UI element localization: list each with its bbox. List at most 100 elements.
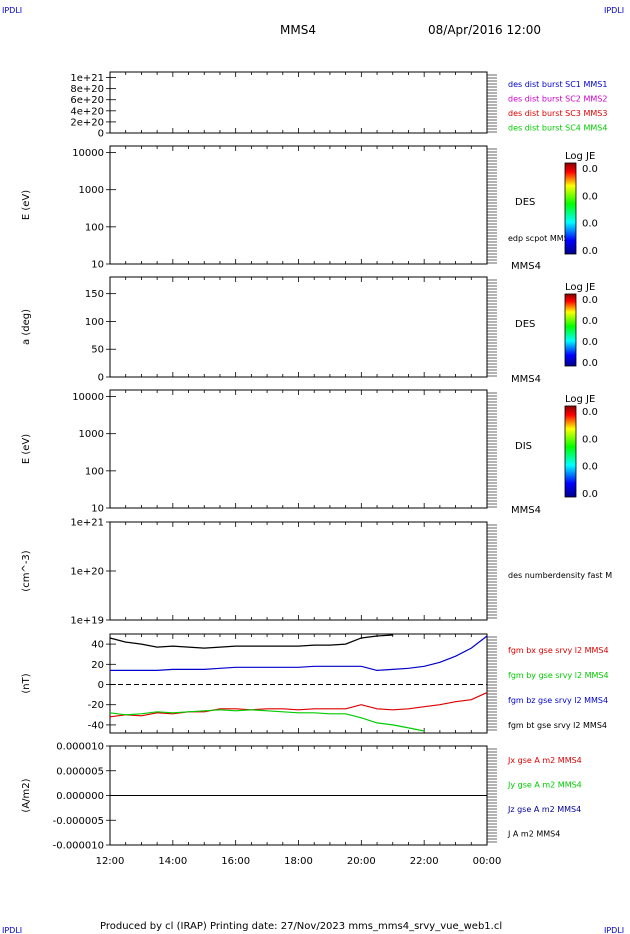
y-axis-label: E (eV) bbox=[21, 190, 32, 220]
footer-right-tag: IPDLI bbox=[604, 926, 624, 934]
series-label: fgm bx gse srvy l2 MMS4 bbox=[508, 646, 609, 655]
panel-6: 40 20 0 -20 -40 (nT) fgm bx gse srvy l2 MMS4 fg… bbox=[21, 633, 609, 734]
panel-2: 10000 1000 100 10 E (eV) DES MMS4 edp scpot MMS… bbox=[21, 145, 574, 272]
y-tick-label: 10 bbox=[91, 504, 104, 515]
y-tick-label: 0.000000 bbox=[56, 791, 104, 802]
y-tick-label: 1e+20 bbox=[70, 567, 104, 578]
colorbar-1: Log JE 0.0 0.0 0.0 0.0 bbox=[564, 151, 598, 257]
panel-7: 0.000010 0.000005 0.000000 -0.000005 -0.0000… bbox=[21, 742, 582, 852]
colorbar-2: Log JE 0.0 0.0 0.0 0.0 bbox=[564, 282, 598, 369]
y-tick-label: 0 bbox=[98, 129, 104, 140]
y-tick-label: 10000 bbox=[72, 392, 104, 403]
y-tick-label: 0 bbox=[98, 680, 104, 691]
y-tick-label: 6e+20 bbox=[70, 95, 104, 106]
y-tick-label: 100 bbox=[85, 317, 104, 328]
legend-entry: des dist burst SC4 MMS4 bbox=[508, 124, 607, 133]
colorbar-value: 0.0 bbox=[582, 358, 598, 369]
y-tick-label: 4e+20 bbox=[70, 106, 104, 117]
header-left-tag: IPDLI bbox=[2, 6, 22, 15]
panel-5: 1e+21 1e+20 1e+19 (cm^-3) des numberdensity … bbox=[21, 518, 612, 627]
series-label: Jy gse A m2 MMS4 bbox=[507, 781, 582, 790]
panel-4: 10000 1000 100 10 E (eV) DIS MMS4 bbox=[21, 389, 541, 516]
y-axis-label: a (deg) bbox=[21, 309, 32, 345]
y-tick-label: 20 bbox=[91, 660, 104, 671]
colorbar-value: 0.0 bbox=[582, 191, 598, 202]
y-tick-label: 10 bbox=[91, 260, 104, 271]
y-tick-label: 8e+20 bbox=[70, 84, 104, 95]
time-tick-label: 16:00 bbox=[221, 856, 250, 867]
series-line bbox=[109, 692, 488, 718]
panel-frame bbox=[109, 145, 488, 265]
panel-annotation: edp scpot MMS4 bbox=[508, 234, 574, 243]
footer-left-tag: IPDLI bbox=[2, 926, 22, 934]
legend-entry: des dist burst SC3 MMS3 bbox=[508, 109, 607, 118]
y-tick-label: 100 bbox=[85, 222, 104, 233]
y-axis-label: E (eV) bbox=[21, 434, 32, 464]
panel-frame bbox=[109, 633, 488, 734]
page-date: 08/Apr/2016 12:00 bbox=[428, 23, 541, 37]
time-tick-label: 12:00 bbox=[96, 856, 125, 867]
series-line bbox=[110, 635, 488, 672]
colorbar-value: 0.0 bbox=[582, 219, 598, 230]
y-axis-label: (cm^-3) bbox=[21, 550, 32, 591]
y-tick-label: 0.000005 bbox=[56, 766, 104, 777]
time-tick-label: 20:00 bbox=[347, 856, 376, 867]
y-tick-label: 1e+19 bbox=[70, 616, 104, 627]
panel-bottom-label: MMS4 bbox=[511, 261, 541, 272]
y-tick-label: 0.000010 bbox=[56, 742, 104, 753]
y-tick-label: 0 bbox=[98, 373, 104, 384]
y-tick-label: -0.000010 bbox=[53, 841, 104, 852]
series-line bbox=[109, 709, 425, 732]
time-tick-label: 00:00 bbox=[473, 856, 502, 867]
panel-frame bbox=[109, 276, 488, 378]
colorbar-value: 0.0 bbox=[582, 462, 598, 473]
y-tick-label: 1e+21 bbox=[70, 518, 104, 529]
colorbar-value: 0.0 bbox=[582, 489, 598, 500]
page-title: MMS4 bbox=[280, 23, 316, 37]
colorbar-bar bbox=[564, 293, 577, 367]
series-label: fgm bt gse srvy l2 MMS4 bbox=[508, 721, 607, 730]
series-line bbox=[109, 634, 393, 649]
colorbar-title: Log JE bbox=[565, 394, 595, 405]
colorbar-bar bbox=[564, 162, 577, 255]
colorbar-value: 0.0 bbox=[582, 407, 598, 418]
colorbar-3: Log JE 0.0 0.0 0.0 0.0 bbox=[564, 394, 598, 500]
colorbar-bar bbox=[564, 405, 577, 498]
panel-label: DES bbox=[515, 197, 535, 208]
series-label: Jx gse A m2 MMS4 bbox=[507, 756, 582, 765]
time-tick-label: 18:00 bbox=[284, 856, 313, 867]
y-tick-label: 1000 bbox=[79, 185, 104, 196]
legend-entry: des numberdensity fast M bbox=[508, 571, 612, 580]
time-tick-label: 22:00 bbox=[410, 856, 439, 867]
panel-label: DIS bbox=[515, 441, 532, 452]
header-right-tag: IPDLI bbox=[604, 6, 624, 15]
panel-frame bbox=[109, 521, 488, 621]
time-tick-label: 14:00 bbox=[158, 856, 187, 867]
y-tick-label: 1000 bbox=[79, 429, 104, 440]
y-tick-label: 50 bbox=[91, 345, 104, 356]
y-axis-label: (A/m2) bbox=[21, 778, 32, 812]
y-tick-label: 1e+21 bbox=[70, 73, 104, 84]
y-tick-label: 2e+20 bbox=[70, 117, 104, 128]
legend-entry: des dist burst SC2 MMS2 bbox=[508, 95, 607, 104]
y-tick-label: 40 bbox=[91, 640, 104, 651]
legend-entry: des dist burst SC1 MMS1 bbox=[508, 80, 607, 89]
y-tick-label: -40 bbox=[88, 720, 104, 731]
footer-text: Produced by cl (IRAP) Printing date: 27/… bbox=[100, 921, 502, 932]
colorbar-value: 0.0 bbox=[582, 295, 598, 306]
colorbar-value: 0.0 bbox=[582, 316, 598, 327]
panel-frame bbox=[109, 71, 488, 134]
series-label: fgm by gse srvy l2 MMS4 bbox=[508, 671, 609, 680]
colorbar-value: 0.0 bbox=[582, 434, 598, 445]
series-label: J A m2 MMS4 bbox=[507, 830, 560, 839]
y-tick-label: 150 bbox=[85, 289, 104, 300]
y-tick-label: -20 bbox=[88, 700, 104, 711]
y-tick-label: -0.000005 bbox=[53, 816, 104, 827]
y-axis-label: (nT) bbox=[21, 673, 32, 693]
panel-bottom-label: MMS4 bbox=[511, 505, 541, 516]
colorbar-value: 0.0 bbox=[582, 246, 598, 257]
panel-3: 150 100 50 0 a (deg) DES MMS4 bbox=[21, 276, 541, 385]
